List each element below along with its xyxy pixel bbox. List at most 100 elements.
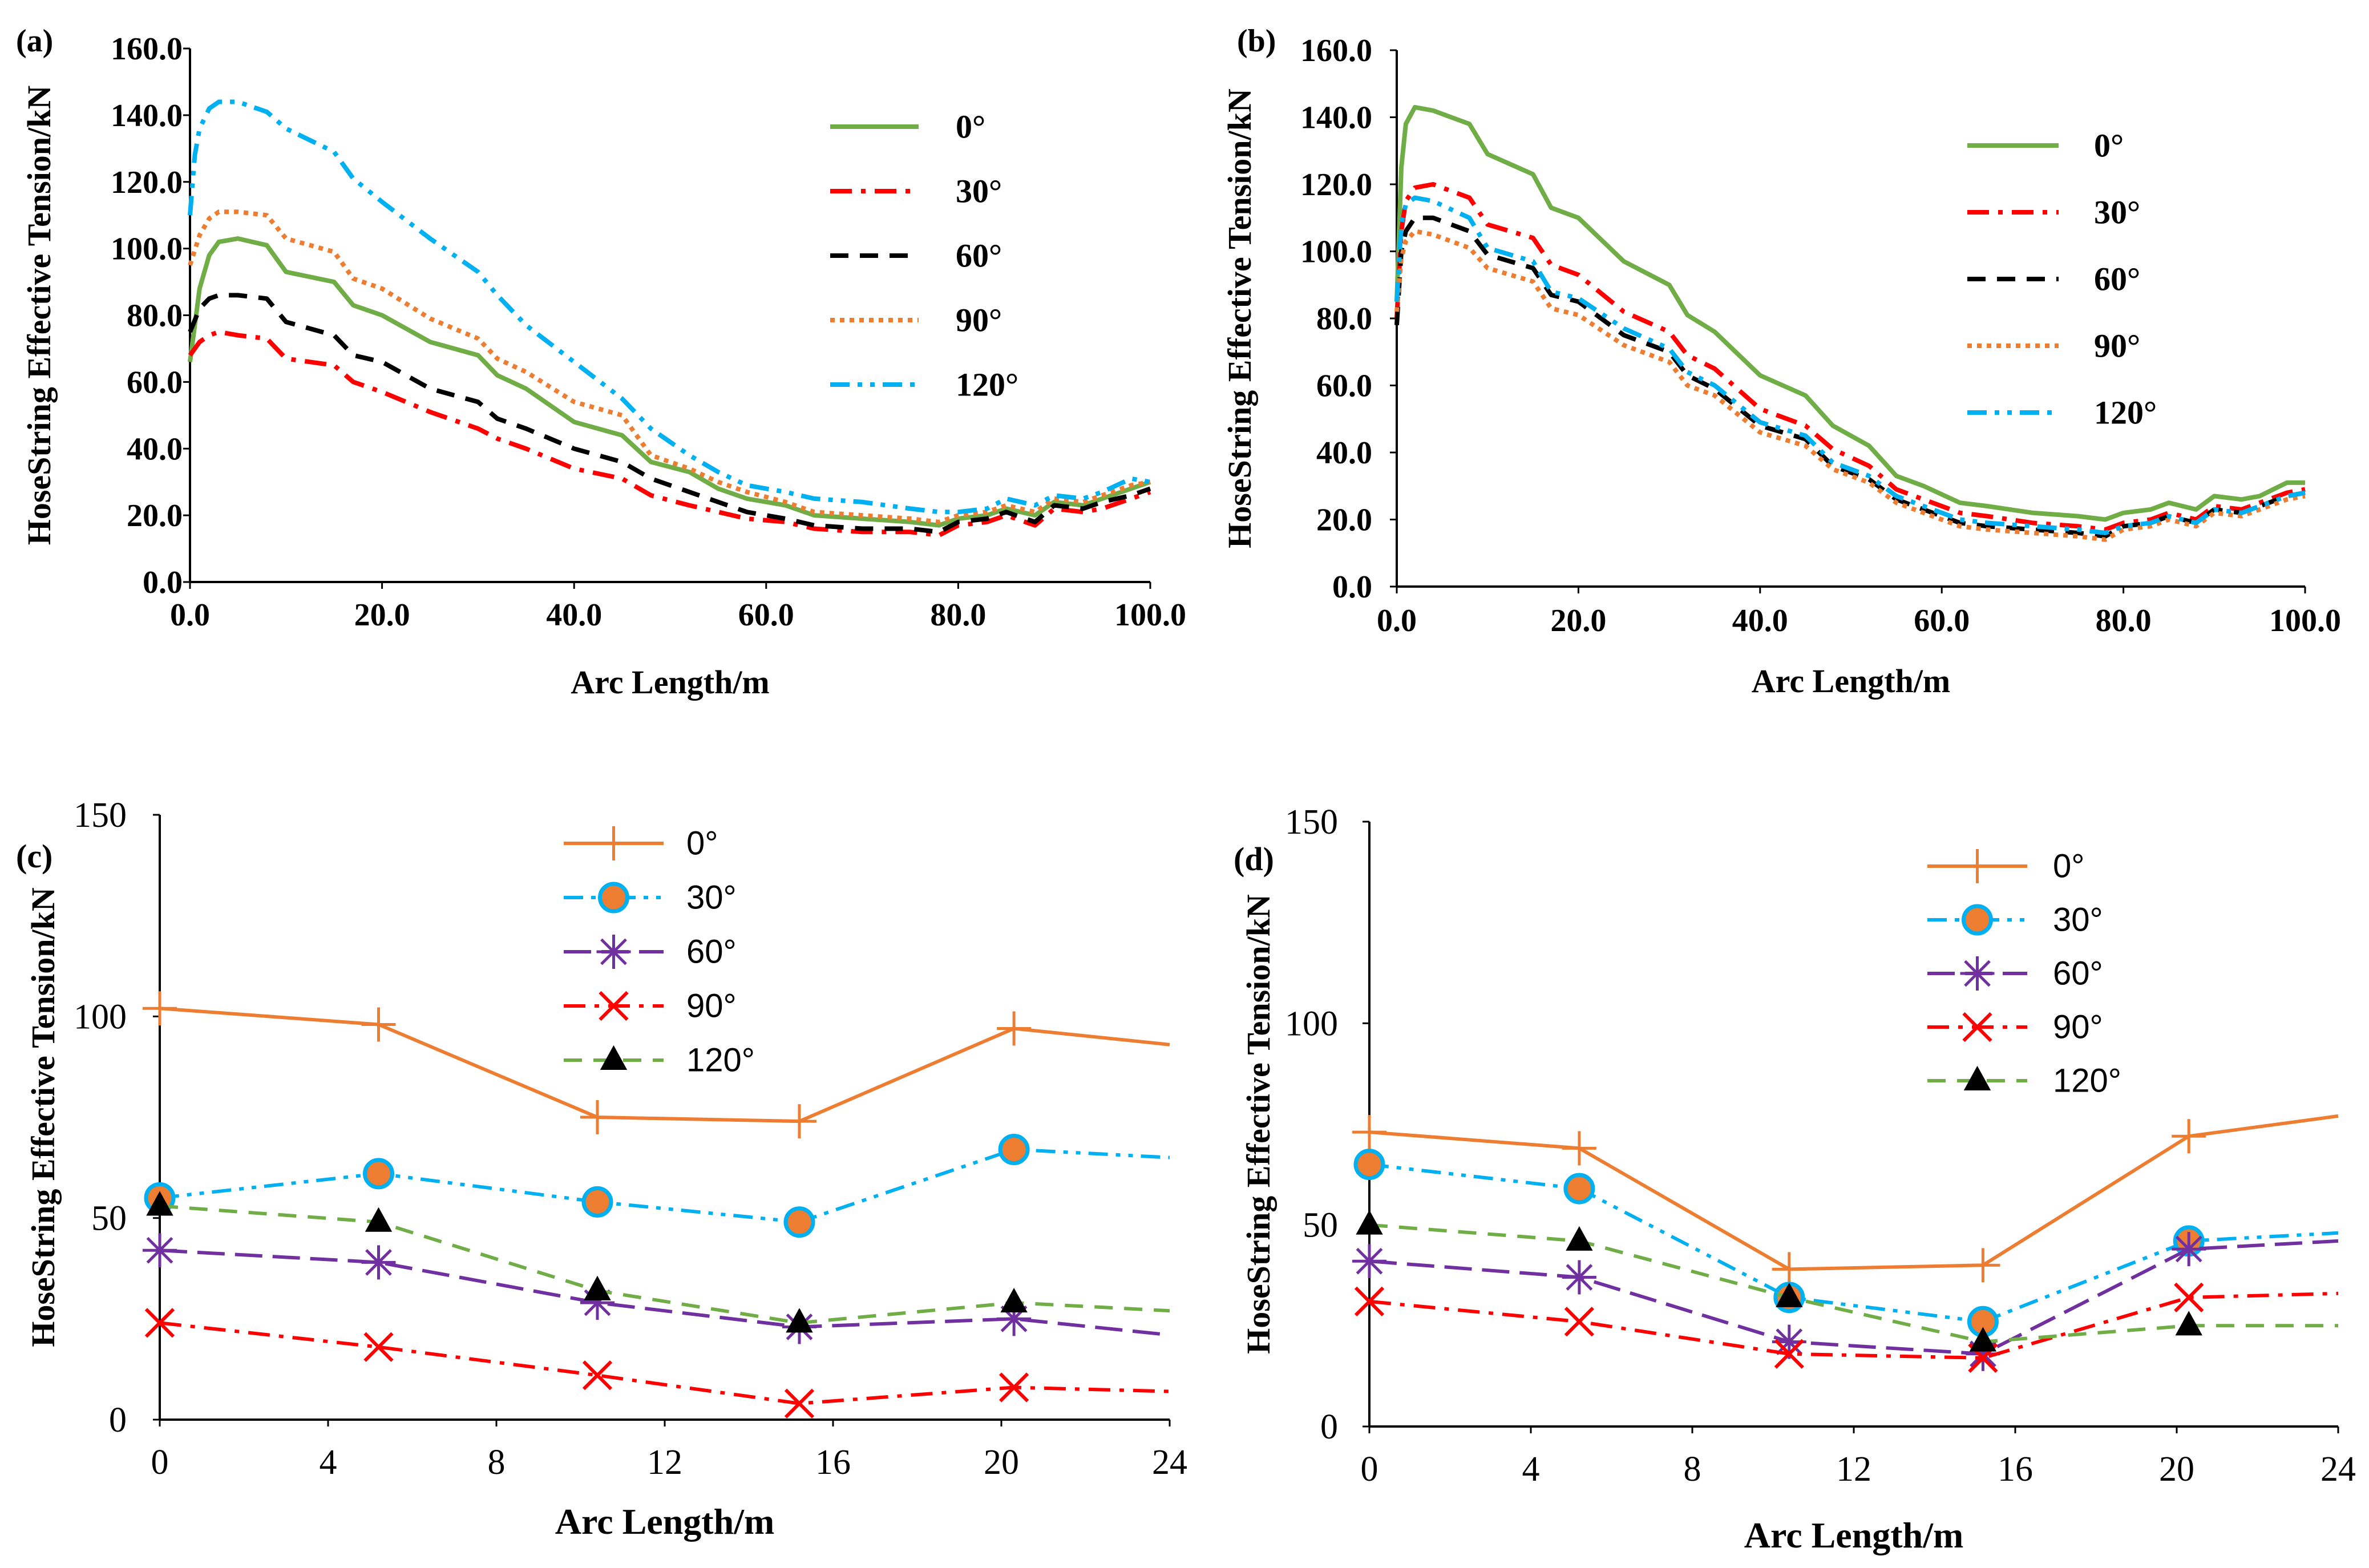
legend-label: 90° [2094, 328, 2140, 365]
x-tick-label: 60.0 [738, 597, 794, 633]
x-axis-title: Arc Length/m [1744, 1515, 1964, 1555]
series-line-2 [159, 1248, 1170, 1337]
x-tick-label: 0.0 [1377, 603, 1417, 638]
y-tick-label: 50 [91, 1199, 127, 1238]
legend-label: 90° [686, 988, 737, 1025]
chart-panel-1: 0.0 20.0 40.0 60.0 80.0 100.0 120.0 140.0 160.0 0… [1221, 23, 2341, 700]
y-tick-label: 100.0 [111, 232, 183, 267]
data-point-marker [786, 1308, 813, 1333]
y-axis-title: HoseString Effective Tension/kN [1240, 894, 1277, 1354]
y-axis-title: HoseString Effective Tension/kN [25, 887, 62, 1347]
legend-label: 120° [686, 1042, 755, 1079]
y-tick-label: 40.0 [127, 431, 183, 467]
data-point-marker [1774, 1339, 1804, 1369]
x-tick-label: 40.0 [546, 597, 602, 633]
legend-marker [596, 935, 631, 969]
y-tick-label: 150 [1285, 803, 1338, 842]
y-tick-label: 140.0 [111, 98, 183, 134]
data-point-marker [144, 1308, 175, 1338]
x-tick-label: 40.0 [1732, 603, 1788, 638]
x-tick-label: 80.0 [930, 597, 986, 633]
y-tick-label: 20.0 [1316, 503, 1372, 538]
legend-label: 60° [2094, 261, 2140, 298]
series-line-0 [1394, 104, 2305, 522]
data-point-marker [580, 1286, 615, 1320]
data-point-marker [1969, 1327, 1997, 1352]
panel-label: (d) [1234, 840, 1274, 878]
y-tick-label: 0 [1320, 1408, 1338, 1446]
y-axis-title: HoseString Effective Tension/kN [1221, 88, 1258, 548]
chart-panel-2: 0 50 100 150 0 4 8 12 16 20 24 Arc Length/m HoseStri… [16, 796, 1187, 1542]
panel-label: (c) [16, 838, 52, 875]
series-line-4 [188, 99, 1151, 515]
data-point-marker [363, 1158, 394, 1190]
y-tick-label: 50 [1303, 1206, 1338, 1245]
legend-label: 120° [956, 366, 1018, 403]
data-point-marker [584, 1275, 611, 1300]
series-line-0 [159, 1007, 1170, 1124]
series-line-2 [1369, 1239, 2339, 1356]
data-point-marker [1966, 1248, 2000, 1283]
legend-marker [1962, 1012, 1992, 1042]
data-point-marker [143, 1233, 177, 1268]
x-tick-label: 0.0 [170, 597, 210, 633]
data-point-marker [2174, 1282, 2204, 1312]
series-line-0 [188, 236, 1151, 528]
x-axis-title: Arc Length/m [555, 1501, 775, 1542]
data-point-marker [2172, 1232, 2206, 1267]
y-tick-label: 160.0 [111, 31, 183, 67]
y-tick-label: 120.0 [111, 165, 183, 200]
panel-label: (a) [16, 23, 53, 59]
x-tick-label: 12 [647, 1443, 682, 1482]
y-tick-label: 20.0 [127, 498, 183, 534]
data-point-marker [580, 1100, 615, 1134]
data-point-marker [1352, 1115, 1386, 1150]
y-tick-label: 100 [1285, 1004, 1338, 1043]
x-tick-label: 0 [151, 1443, 169, 1482]
x-tick-label: 80.0 [2096, 603, 2152, 638]
legend-marker [599, 991, 629, 1021]
y-tick-label: 60.0 [1316, 369, 1372, 404]
legend-label: 60° [956, 237, 1002, 274]
series-line-4 [159, 1204, 1170, 1325]
panel-label: (b) [1237, 23, 1276, 59]
series-line-1 [1394, 182, 2306, 532]
series-line-3 [1394, 229, 2306, 542]
data-point-marker [782, 1104, 816, 1139]
legend-label: 0° [686, 825, 718, 862]
x-tick-label: 20.0 [354, 597, 410, 633]
y-tick-label: 0.0 [143, 565, 183, 600]
data-point-marker [1356, 1210, 1383, 1235]
legend-marker [598, 882, 629, 914]
data-point-marker [1776, 1282, 1803, 1307]
data-point-marker [361, 1245, 396, 1280]
x-axis-title: Arc Length/m [571, 664, 770, 701]
x-tick-label: 12 [1836, 1450, 1871, 1489]
legend-label: 60° [686, 933, 737, 971]
data-point-marker [582, 1360, 613, 1391]
data-point-marker [363, 1332, 394, 1362]
data-point-marker [361, 1007, 396, 1042]
y-tick-label: 40.0 [1316, 435, 1372, 471]
y-tick-label: 0.0 [1332, 569, 1372, 605]
y-tick-label: 160.0 [1300, 33, 1372, 68]
x-tick-label: 100.0 [2269, 603, 2341, 638]
y-tick-label: 60.0 [127, 365, 183, 400]
x-tick-label: 60.0 [1914, 603, 1970, 638]
series-line-1 [159, 1147, 1170, 1224]
data-point-marker [1564, 1307, 1595, 1337]
x-tick-label: 100.0 [1114, 597, 1186, 633]
data-point-marker [146, 1191, 173, 1216]
series-line-4 [1394, 195, 2306, 535]
chart-panel-3: 0 50 100 150 0 4 8 12 16 20 24 Arc Length/m HoseStri… [1234, 803, 2356, 1555]
data-point-marker [1354, 1286, 1385, 1317]
x-tick-label: 20.0 [1550, 603, 1606, 638]
legend-label: 60° [2053, 955, 2103, 992]
series-line-2 [188, 293, 1151, 535]
legend-label: 0° [2053, 848, 2084, 885]
series-line-3 [188, 209, 1151, 524]
x-tick-label: 24 [2321, 1450, 2356, 1489]
data-point-marker [143, 991, 177, 1026]
x-tick-label: 8 [1684, 1450, 1701, 1489]
